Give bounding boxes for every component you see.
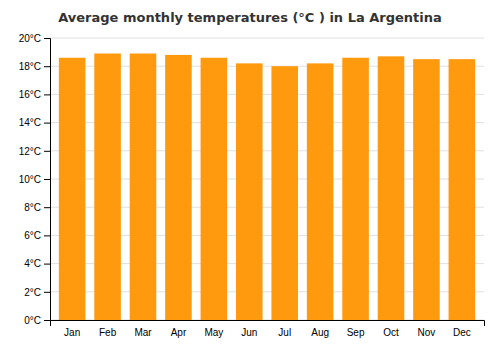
axis-domain: [44, 39, 51, 321]
tick-mark: [44, 207, 50, 208]
tick-label: 2°C: [24, 287, 41, 298]
grid: [50, 38, 484, 320]
tick: Dec: [453, 327, 471, 338]
tick-mark: [44, 94, 50, 95]
bar: [413, 59, 440, 320]
tick: 6°C: [24, 230, 50, 241]
tick-label: Jul: [278, 327, 291, 338]
bar: [130, 54, 157, 320]
tick: Nov: [418, 327, 436, 338]
bar: [307, 63, 334, 320]
tick-mark: [44, 264, 50, 265]
tick: 4°C: [24, 258, 50, 269]
bar: [236, 63, 263, 320]
tick: Jan: [64, 327, 80, 338]
x-axis: Jan Feb Mar Apr May Jun Jul Aug Sep Oct Nov Dec: [51, 321, 485, 339]
tick: Aug: [311, 327, 329, 338]
tick-label: 16°C: [19, 89, 41, 100]
tick-label: 18°C: [19, 61, 41, 72]
bar: [201, 58, 228, 320]
tick: 12°C: [19, 146, 50, 157]
chart: 0°C 2°C 4°C 6°C 8°C 10°C 12°C 14°C 16°C 18°C 20°C J…: [0, 0, 500, 350]
tick: May: [204, 327, 223, 338]
bar: [271, 66, 298, 320]
tick-label: 12°C: [19, 146, 41, 157]
tick-mark: [44, 151, 50, 152]
tick-label: Oct: [383, 327, 399, 338]
tick: Mar: [134, 327, 152, 338]
tick: 14°C: [19, 117, 50, 128]
tick: Oct: [383, 327, 399, 338]
tick-mark: [44, 235, 50, 236]
tick-label: Nov: [418, 327, 436, 338]
tick: 2°C: [24, 287, 50, 298]
tick-mark: [44, 320, 50, 321]
bar: [94, 54, 121, 320]
tick: 10°C: [19, 174, 50, 185]
tick-label: 10°C: [19, 174, 41, 185]
grid-line: [50, 38, 484, 39]
bar: [449, 59, 476, 320]
tick: 16°C: [19, 89, 50, 100]
axis-domain: [51, 321, 485, 327]
tick-label: Dec: [453, 327, 471, 338]
tick-label: 20°C: [19, 33, 41, 44]
tick-mark: [44, 123, 50, 124]
plot-area: [59, 54, 475, 320]
tick-label: 6°C: [24, 230, 41, 241]
tick-label: Mar: [134, 327, 152, 338]
tick-mark: [44, 38, 50, 39]
tick-label: 4°C: [24, 258, 41, 269]
tick: 0°C: [24, 315, 50, 326]
tick-label: Feb: [99, 327, 117, 338]
tick: Jul: [278, 327, 291, 338]
bar: [165, 55, 192, 320]
tick-label: 0°C: [24, 315, 41, 326]
bar: [342, 58, 369, 320]
tick-label: 8°C: [24, 202, 41, 213]
tick: Feb: [99, 327, 117, 338]
tick-label: Apr: [171, 327, 187, 338]
tick: Sep: [347, 327, 365, 338]
bar: [59, 58, 86, 320]
tick-label: May: [204, 327, 223, 338]
title: Average monthly temperatures (°C ) in La…: [58, 10, 442, 25]
bar: [378, 56, 405, 320]
tick-label: Aug: [311, 327, 329, 338]
tick-label: Jun: [241, 327, 257, 338]
y-axis: 0°C 2°C 4°C 6°C 8°C 10°C 12°C 14°C 16°C 18°C 20°C: [19, 33, 51, 326]
tick: 8°C: [24, 202, 50, 213]
tick-label: 14°C: [19, 117, 41, 128]
tick: 18°C: [19, 61, 50, 72]
tick-mark: [44, 179, 50, 180]
tick: 20°C: [19, 33, 50, 44]
tick-label: Jan: [64, 327, 80, 338]
tick: Jun: [241, 327, 257, 338]
tick: Apr: [171, 327, 187, 338]
tick-label: Sep: [347, 327, 365, 338]
tick-mark: [44, 292, 50, 293]
tick-mark: [44, 66, 50, 67]
